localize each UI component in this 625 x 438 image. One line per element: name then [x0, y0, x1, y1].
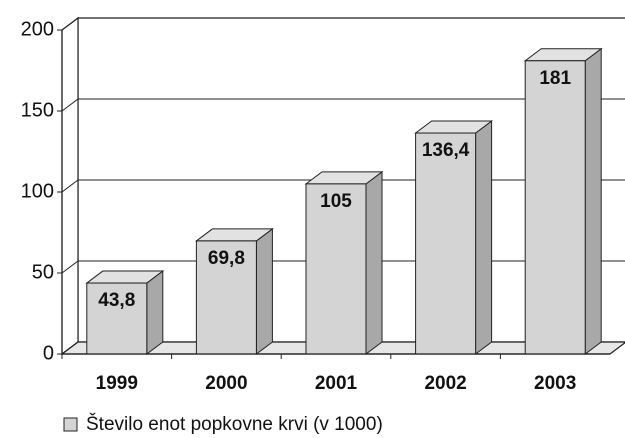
- data-label: 43,8: [98, 290, 135, 311]
- y-tick-label: 200: [21, 18, 54, 40]
- grid-line: [61, 17, 625, 31]
- data-label: 136,4: [422, 140, 470, 161]
- bar-side: [255, 227, 273, 355]
- bar: [415, 132, 477, 355]
- bar: [195, 240, 257, 355]
- y-tick-label: 100: [21, 180, 54, 202]
- bar: [305, 183, 367, 355]
- bar-side: [475, 120, 493, 355]
- x-tick-label: 2002: [424, 373, 466, 394]
- data-label: 105: [320, 191, 352, 212]
- y-tick-label: 50: [32, 261, 54, 283]
- legend-swatch: [63, 417, 78, 432]
- x-tick-label: 2003: [534, 373, 576, 394]
- x-tick-label: 2001: [315, 373, 358, 394]
- data-label: 181: [539, 68, 571, 89]
- grid-line: [61, 98, 625, 112]
- x-tick-label: 1999: [96, 373, 138, 394]
- y-tick-label: 150: [21, 99, 54, 121]
- data-label: 69,8: [208, 248, 245, 269]
- x-tick-label: 2000: [205, 373, 247, 394]
- bar-side: [584, 47, 602, 355]
- legend-label: Število enot popkovne krvi (v 1000): [86, 413, 383, 435]
- y-tick-label: 0: [43, 342, 54, 364]
- bar-side: [146, 270, 164, 355]
- bar: [524, 60, 586, 355]
- bar-side: [365, 170, 383, 355]
